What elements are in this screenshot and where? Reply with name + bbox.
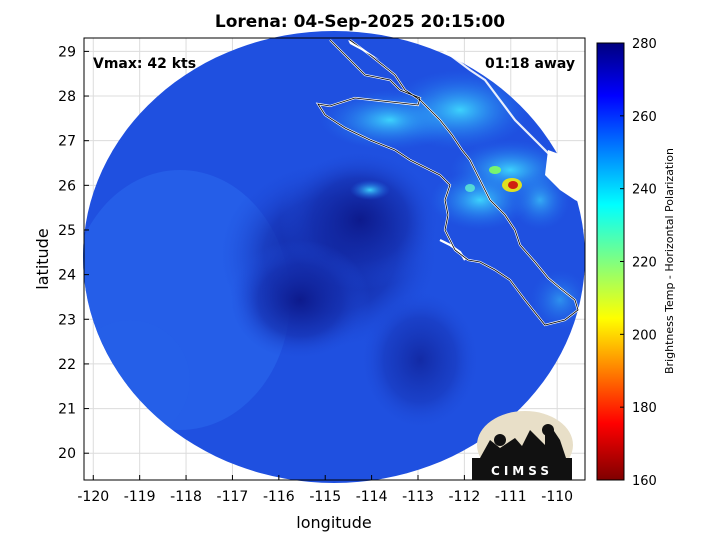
x-tick-label: -112 [448,489,480,505]
colorbar-tick-label: 240 [632,183,657,198]
time-away-annotation: 01:18 away [485,56,575,72]
y-tick-label: 20 [58,446,76,462]
x-tick-label: -118 [170,489,202,505]
y-tick-label: 24 [58,268,76,284]
x-tick-label: -113 [402,489,434,505]
x-tick-label: -116 [263,489,295,505]
y-axis-label: latitude [33,228,52,289]
y-tick-label: 27 [58,134,76,150]
colorbar [596,42,625,481]
y-tick-label: 25 [58,223,76,239]
cimss-logo: CIMSS [472,411,573,480]
logo-text: CIMSS [491,464,553,478]
colorbar-tick-label: 220 [632,256,657,271]
y-tick-label: 22 [58,357,76,373]
colorbar-ticks: 280 260 240 220 200 180 160 [620,37,657,489]
chart-title: Lorena: 04-Sep-2025 20:15:00 [214,12,506,32]
x-axis-ticks: -120 -119 -118 -117 -116 -115 -114 -113 -112 -111… [77,475,573,505]
x-tick-label: -120 [77,489,109,505]
x-tick-label: -114 [356,489,388,505]
x-tick-label: -110 [541,489,573,505]
y-tick-label: 28 [58,89,76,105]
y-tick-label: 26 [58,178,76,194]
x-tick-label: -117 [217,489,249,505]
y-tick-label: 21 [58,402,76,418]
colorbar-label: Brightness Temp - Horizontal Polarizatio… [663,148,676,374]
colorbar-tick-label: 180 [632,401,657,416]
y-tick-label: 29 [58,44,76,60]
x-tick-label: -119 [124,489,156,505]
x-tick-label: -111 [495,489,527,505]
vmax-annotation: Vmax: 42 kts [93,56,196,72]
satellite-swath [83,31,585,483]
y-axis-ticks: 29 28 27 26 25 24 23 22 21 20 [58,44,89,462]
x-axis-label: longitude [296,513,371,532]
x-tick-label: -115 [309,489,341,505]
colorbar-tick-label: 280 [632,37,657,52]
colorbar-tick-label: 160 [632,474,657,489]
colorbar-tick-label: 260 [632,110,657,125]
colorbar-tick-label: 200 [632,328,657,343]
y-tick-label: 23 [58,312,76,328]
